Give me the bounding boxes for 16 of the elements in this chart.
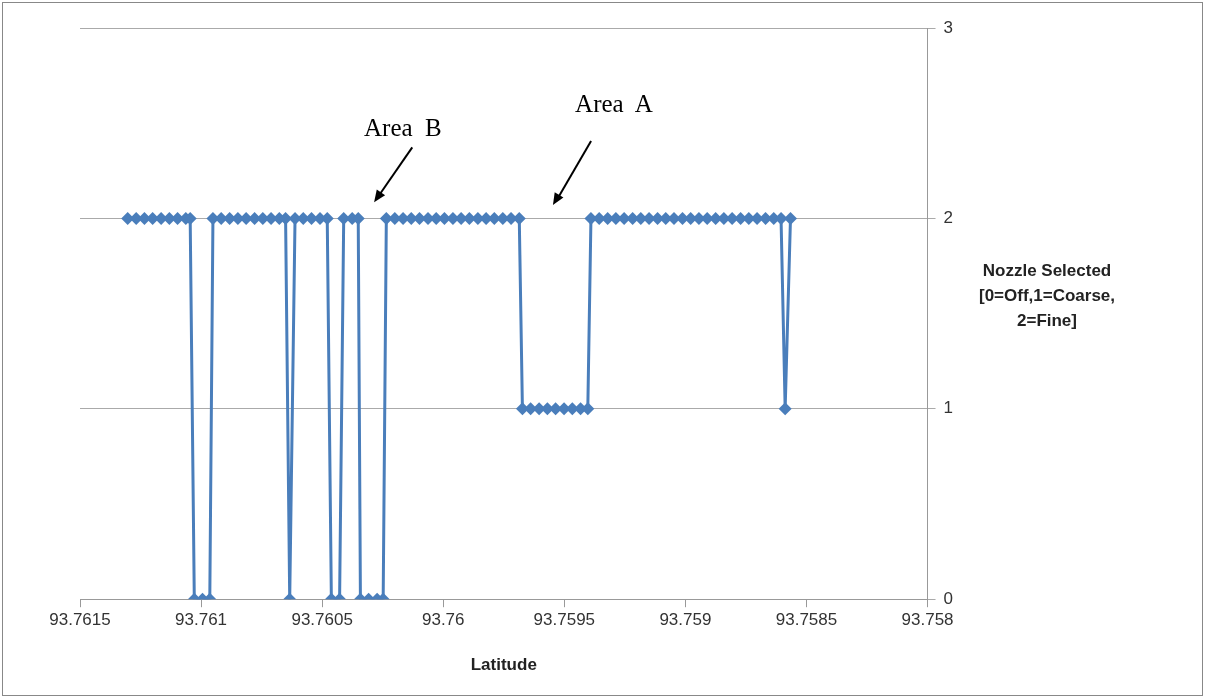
y-tick-label: 0 <box>943 588 954 608</box>
x-tick-label: 93.761 <box>175 610 228 630</box>
x-tick-label: 93.758 <box>901 610 954 630</box>
y-tick-label: 3 <box>943 17 954 37</box>
y-tick-label: 1 <box>943 398 954 418</box>
x-tick-label: 93.7585 <box>775 610 838 630</box>
annotation: Area B <box>364 114 442 142</box>
annotation: Area A <box>575 89 653 117</box>
x-tick-label: 93.7615 <box>49 610 111 630</box>
y-axis-title: Nozzle Selected [0=Off,1=Coarse, 2=Fine] <box>977 260 1117 332</box>
x-tick-label: 93.76 <box>421 610 465 630</box>
x-tick-label: 93.759 <box>659 610 712 630</box>
y-tick-label: 2 <box>943 208 954 228</box>
x-tick-label: 93.7595 <box>533 610 596 630</box>
x-axis-title: Latitude <box>470 655 537 675</box>
x-tick-label: 93.7605 <box>291 610 353 630</box>
